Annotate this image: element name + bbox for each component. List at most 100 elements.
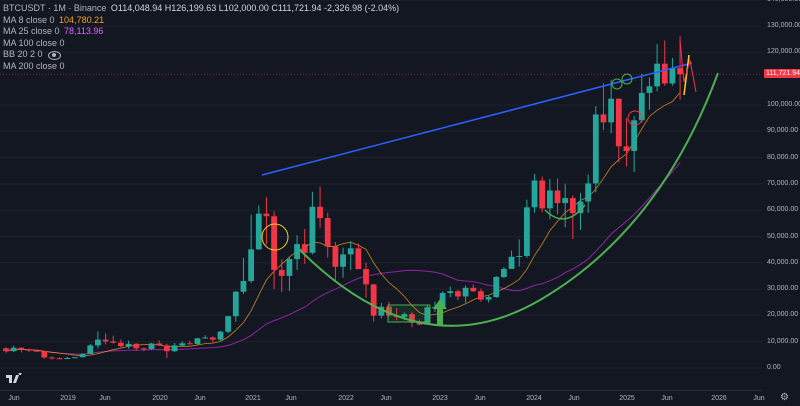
candle-body-2025-07: [654, 63, 660, 87]
time-tick-label: Jun: [661, 395, 673, 402]
bb-label: BB 20 2 0: [3, 49, 43, 60]
candle-body-2024-12: [600, 114, 607, 123]
ma25-line: [5, 162, 681, 355]
candle-body-2022-12: [416, 322, 423, 325]
candle-body-2023-11: [501, 268, 507, 278]
candle-body-2022-08: [386, 306, 392, 316]
candle-body-2023-01: [424, 307, 431, 325]
time-tick-label: 2023: [432, 395, 448, 402]
symbol-label[interactable]: BTCUSDT · 1M · Binance: [3, 3, 107, 13]
candle-body-2019-02: [64, 358, 71, 360]
time-tick-label: Jun: [380, 395, 392, 402]
candle-body-2024-08: [569, 198, 576, 214]
candle-body-2019-04: [79, 354, 86, 358]
candle-body-2019-07: [102, 339, 109, 342]
candle-body-2019-05: [87, 345, 94, 355]
candle-body-2020-07: [194, 338, 201, 345]
pencil-drawing: [683, 54, 690, 96]
legend-ma200-row[interactable]: MA 200 close 0: [3, 60, 399, 72]
up-arrow-drawing: [433, 299, 447, 325]
candle-body-2020-04: [171, 345, 178, 352]
candle-body-2020-10: [217, 331, 224, 340]
candle-body-2021-01: [240, 280, 247, 292]
candle-body-2021-07: [286, 259, 293, 276]
price-tick-label: 120,000.00: [767, 48, 800, 56]
candle-body-2019-06: [95, 339, 101, 346]
candle-body-2023-07: [470, 287, 477, 292]
time-tick-label: 2021: [245, 395, 261, 402]
candle-body-2022-05: [363, 269, 369, 285]
legend-symbol-row: BTCUSDT · 1M · Binance O114,048.94 H126,…: [3, 2, 399, 14]
legend-ma100-row[interactable]: MA 100 close 0: [3, 37, 399, 49]
time-tick-label: 2019: [60, 395, 76, 402]
candle-body-2018-12: [49, 357, 55, 359]
candle-body-2025-04: [631, 120, 638, 152]
price-tick-label: 30,000.00: [767, 285, 799, 293]
gear-icon[interactable]: ⚙: [780, 392, 789, 403]
time-tick-label: Jun: [568, 395, 580, 402]
cup-curve-drawing: [544, 204, 586, 220]
legend-ma8-row[interactable]: MA 8 close 0 104,780.21: [3, 14, 399, 26]
price-tick-label: 80,000.00: [767, 153, 799, 161]
candle-body-2024-07: [562, 198, 569, 204]
candle-body-2021-02: [248, 249, 255, 281]
eye-icon[interactable]: [48, 50, 62, 60]
ma100-label: MA 100 close 0: [3, 37, 65, 48]
candle-body-2024-11: [592, 114, 599, 184]
candle-body-2023-05: [455, 291, 461, 297]
price-tick-label: 0.00: [767, 364, 781, 371]
candle-body-2025-03: [623, 146, 630, 152]
candle-body-2025-05: [638, 92, 645, 121]
candle-body-2019-11: [133, 343, 140, 349]
price-tick-label: 60,000.00: [767, 206, 799, 214]
candle-body-2022-04: [355, 248, 362, 270]
candle-body-2021-04: [263, 213, 270, 217]
candle-body-2022-10: [401, 314, 408, 317]
legend-ma25-row[interactable]: MA 25 close 0 78,113.96: [3, 25, 399, 37]
time-axis[interactable]: Jun 2019 Jun 2020 Jun 2021 Jun 2022 Jun 2023 Jun 20…: [0, 390, 765, 406]
candle-body-2022-07: [378, 306, 385, 316]
pencil-drawing: [679, 39, 697, 93]
candle-body-2018-09: [26, 349, 32, 351]
highlight-circle: [621, 73, 633, 85]
candle-body-2021-10: [309, 206, 316, 253]
price-tick-label: 10,000.00: [767, 337, 799, 345]
candle-body-2019-12: [140, 348, 147, 350]
ma200-label: MA 200 close 0: [3, 60, 65, 71]
price-tick-label: 100,000.00: [767, 101, 800, 108]
ma8-line: [5, 92, 681, 357]
price-tick-label: 50,000.00: [767, 232, 799, 240]
highlight-circle: [261, 223, 289, 251]
tradingview-logo-icon[interactable]: [6, 372, 22, 385]
candle-body-2020-02: [156, 343, 163, 346]
candle-body-2024-02: [523, 207, 530, 256]
candle-body-2023-10: [493, 277, 500, 297]
candle-body-2022-03: [347, 248, 354, 255]
candle-body-2021-03: [255, 213, 262, 250]
legend-bb-row[interactable]: BB 20 2 0: [3, 48, 399, 60]
time-tick-label: Jun: [8, 395, 20, 402]
candle-body-2023-04: [447, 291, 454, 294]
candle-body-2018-06: [3, 348, 9, 352]
time-tick-label: 2024: [526, 395, 542, 402]
time-tick-label: 2022: [338, 395, 354, 402]
candle-body-2022-01: [332, 246, 339, 267]
ma25-value: 78,113.96: [64, 26, 104, 37]
candle-body-2020-08: [202, 337, 209, 339]
candle-body-2020-03: [163, 345, 170, 352]
price-tick-label: 90,000.00: [767, 127, 799, 135]
ma8-value: 104,780.21: [59, 14, 105, 25]
candle-body-2021-05: [271, 216, 277, 270]
candle-body-2021-08: [294, 244, 300, 260]
price-axis[interactable]: 140,000.00 130,000.00 120,000.00 100,000.00…: [762, 0, 800, 390]
ma8-label: MA 8 close 0: [3, 14, 55, 25]
candle-body-2020-11: [225, 316, 232, 332]
candle-body-2018-07: [10, 347, 17, 352]
candle-body-2023-06: [462, 287, 469, 297]
price-tick-label: 140,000.00: [767, 0, 800, 3]
candle-body-2025-08: [661, 63, 668, 84]
price-chart[interactable]: [0, 0, 762, 390]
chart-legend: BTCUSDT · 1M · Binance O114,048.94 H126,…: [3, 2, 399, 72]
candle-body-2025-01: [608, 98, 615, 123]
